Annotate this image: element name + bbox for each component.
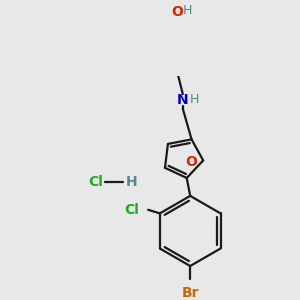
Text: H: H (190, 93, 199, 106)
Text: H: H (126, 175, 137, 189)
Text: Br: Br (182, 286, 199, 300)
Text: Cl: Cl (124, 203, 140, 217)
Text: O: O (185, 155, 197, 169)
Text: Cl: Cl (88, 175, 103, 189)
Text: N: N (177, 93, 189, 107)
Text: H: H (182, 4, 192, 16)
Text: O: O (171, 5, 183, 19)
